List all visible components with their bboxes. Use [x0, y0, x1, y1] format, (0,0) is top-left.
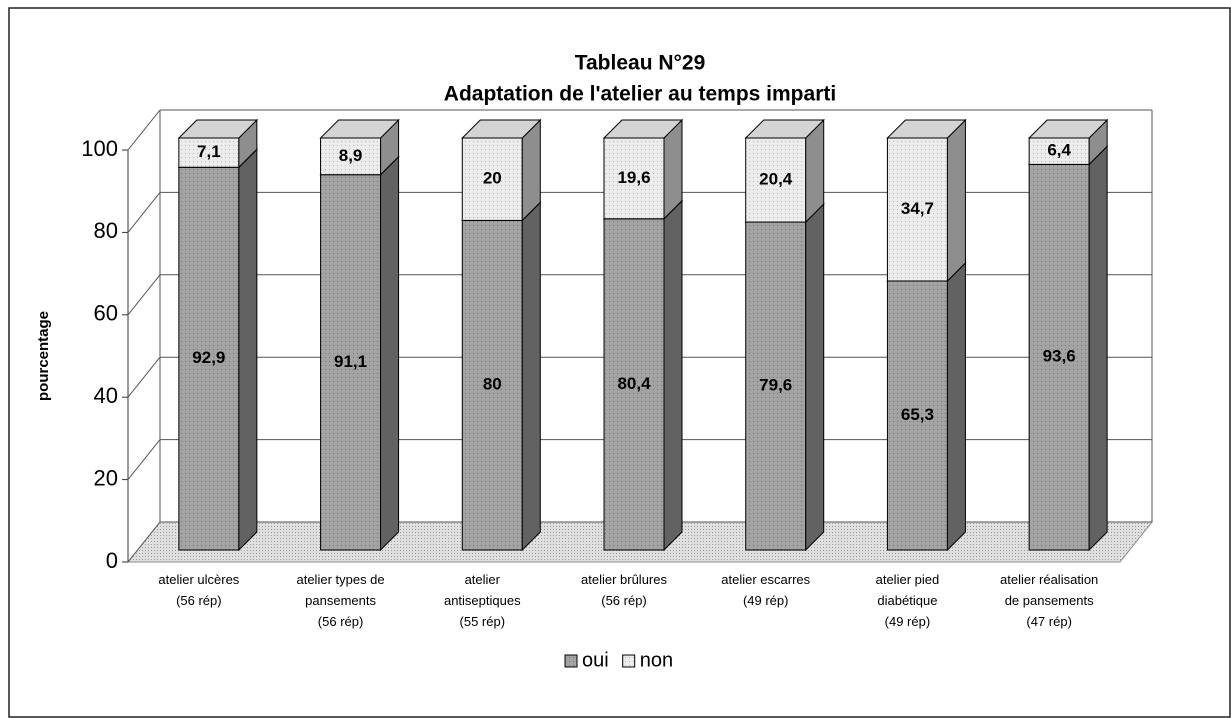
x-tick-label: atelier types de pansements (56 rép): [296, 572, 384, 629]
y-tick-label: 40: [94, 383, 118, 408]
legend-swatch: [564, 654, 578, 668]
x-tick-label: atelier brûlures (56 rép): [581, 572, 667, 608]
value-label: 6,4: [1047, 141, 1071, 160]
legend-label: oui: [582, 649, 609, 671]
bar-top: [319, 119, 400, 139]
value-label: 93,6: [1043, 347, 1076, 366]
value-label: 65,3: [901, 405, 934, 424]
value-label: 34,7: [901, 199, 934, 218]
bar-segment: [602, 199, 684, 552]
x-tick-label-line: (49 rép): [743, 593, 789, 608]
bar-side: [1088, 145, 1108, 552]
bar-side: [663, 199, 683, 552]
bar-segment: [744, 118, 825, 224]
bar-front: [178, 166, 240, 551]
bar-segment: [1027, 118, 1109, 166]
bar-top: [744, 119, 825, 139]
x-tick-label-line: atelier types de: [296, 572, 384, 587]
y-tick-label: 80: [94, 218, 118, 243]
bar-top: [886, 119, 967, 139]
x-tick-label-line: atelier pied: [876, 572, 940, 587]
bar-segment: [461, 118, 542, 222]
x-tick-label-line: (49 rép): [885, 614, 931, 629]
bar-segment: [319, 155, 400, 552]
bar-front: [745, 137, 807, 223]
bar-top: [602, 119, 684, 139]
grid-line: [127, 192, 161, 233]
value-label: 80,4: [617, 374, 651, 393]
value-label: 19,6: [617, 168, 650, 187]
bar-side: [946, 261, 966, 552]
value-label: 8,9: [339, 146, 363, 165]
y-tick-label: 0: [106, 548, 118, 573]
y-tick-label: 100: [81, 136, 118, 161]
bar-side: [521, 201, 541, 552]
x-tick-label-line: de pansements: [1005, 593, 1094, 608]
x-tick-label-line: atelier: [465, 572, 501, 587]
value-label: 92,9: [192, 348, 225, 367]
value-label: 20,4: [759, 170, 793, 189]
value-label: 20: [483, 169, 502, 188]
x-tick-label: atelier antiseptiques (55 rép): [444, 572, 521, 629]
x-tick-label: atelier réalisation de pansements (47 rép): [1000, 572, 1098, 629]
grid-line: [127, 356, 161, 398]
chart-subtitle: Adaptation de l'atelier au temps imparti: [444, 83, 836, 106]
x-tick-label-line: (56 rép): [601, 593, 647, 608]
x-tick-label-line: atelier ulcères: [158, 572, 239, 587]
bar-segment: [602, 118, 684, 220]
x-tick-label-line: atelier réalisation: [1000, 572, 1098, 587]
value-label: 91,1: [334, 352, 367, 371]
legend-swatch: [622, 654, 636, 668]
y-tick-label: 60: [94, 301, 118, 326]
bar-front: [320, 137, 382, 176]
bar-front: [320, 174, 382, 551]
x-tick-label: atelier ulcères (56 rép): [158, 572, 239, 608]
bar-segment: [177, 118, 259, 169]
bar-top: [461, 119, 542, 139]
grid-line: [127, 274, 161, 316]
x-tick-label: atelier pied diabétique (49 rép): [876, 572, 940, 629]
bar-segment: [319, 118, 400, 176]
x-tick-label-line: antiseptiques: [444, 593, 521, 608]
grid-line: [127, 521, 161, 563]
chart-title: Tableau N°29: [575, 52, 706, 75]
bar-segment: [886, 118, 967, 283]
x-tick-label-line: (56 rép): [318, 614, 364, 629]
bar-top: [1027, 119, 1109, 139]
grid-line: [127, 109, 161, 151]
grid-line: [127, 439, 161, 480]
value-label: 7,1: [197, 142, 221, 161]
x-tick-label-line: (55 rép): [460, 614, 506, 629]
bar-side: [946, 118, 966, 283]
x-tick-label-line: (47 rép): [1026, 614, 1072, 629]
y-tick-label: 20: [94, 465, 118, 490]
value-label: 80: [483, 375, 502, 394]
legend-label: non: [640, 649, 673, 671]
bar-front: [461, 219, 523, 551]
x-tick-label-line: atelier escarres: [721, 572, 810, 587]
x-tick-label-line: diabétique: [877, 593, 937, 608]
bar-side: [380, 155, 400, 552]
bar-side: [805, 202, 825, 552]
bar-front: [1028, 163, 1090, 551]
x-tick-label-line: pansements: [305, 593, 376, 608]
x-tick-label-line: (56 rép): [176, 593, 222, 608]
bar-side: [238, 148, 258, 552]
bar-front: [603, 218, 665, 551]
y-axis-label: pourcentage: [35, 311, 52, 401]
bar-front: [603, 137, 665, 220]
x-tick-label-line: atelier brûlures: [581, 572, 667, 587]
bar-top: [177, 119, 259, 139]
value-label: 79,6: [759, 376, 792, 395]
bar-front: [1028, 137, 1090, 165]
x-tick-label: atelier escarres (49 rép): [721, 572, 810, 608]
